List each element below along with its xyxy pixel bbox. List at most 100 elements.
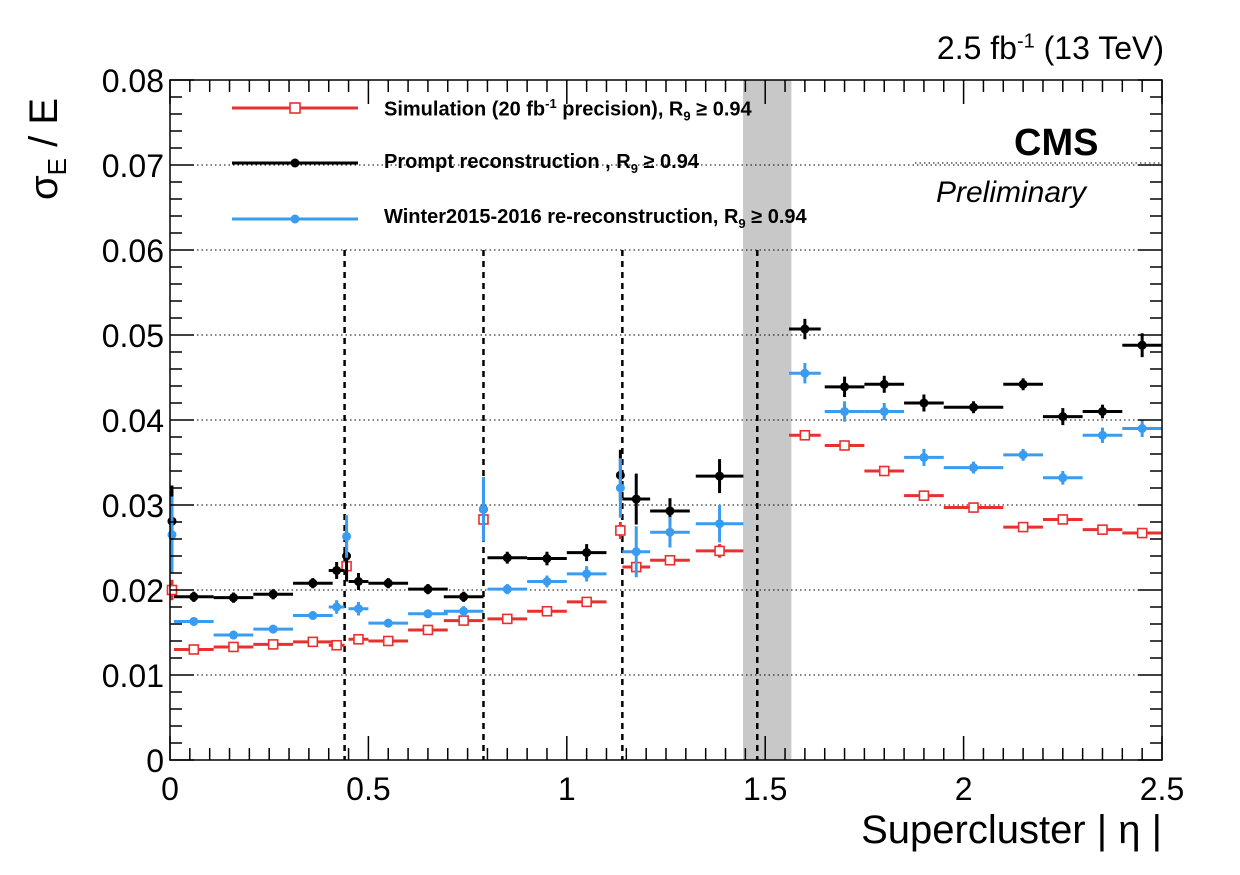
data-point xyxy=(615,483,625,493)
data-point xyxy=(459,606,469,616)
data-point xyxy=(664,554,676,566)
data-point xyxy=(268,589,278,599)
data-point xyxy=(631,547,641,557)
legend-markers-layer xyxy=(232,102,1162,224)
data-point xyxy=(308,611,318,620)
data-point xyxy=(800,324,810,334)
data-point xyxy=(332,602,342,612)
y-tick-label: 0.01 xyxy=(102,658,164,694)
data-point xyxy=(840,407,850,416)
excluded-eta-band xyxy=(743,80,792,760)
legend-entry-simulation: Simulation (20 fb-1 precision), R9 ≥ 0.9… xyxy=(384,96,752,124)
series-0 xyxy=(166,429,1162,655)
axes-layer: 0 0.5 1 1.5 2 2.5 0 0.01 0.02 0.03 0.04 0.05 0.06 0.0… xyxy=(102,63,1185,807)
data-point xyxy=(382,635,394,647)
x-tick-label: 0.5 xyxy=(346,771,390,807)
data-point xyxy=(879,379,889,389)
data-point xyxy=(665,527,675,537)
y-tick-label: 0.02 xyxy=(102,573,164,609)
data-point xyxy=(308,578,318,588)
legend-entry-prompt: Prompt reconstruction , R9 ≥ 0.94 xyxy=(384,151,699,176)
data-point xyxy=(799,429,811,441)
data-point xyxy=(228,630,238,640)
legend-marker xyxy=(290,158,300,168)
data-point xyxy=(918,490,930,501)
excluded-region-layer xyxy=(743,80,792,760)
data-point xyxy=(1058,412,1068,422)
data-point xyxy=(969,463,979,473)
data-point xyxy=(353,633,364,645)
data-point xyxy=(631,494,641,504)
data-point xyxy=(189,592,199,602)
data-point xyxy=(1097,430,1107,440)
data-point xyxy=(879,407,889,416)
x-tick-label: 1.5 xyxy=(743,771,787,807)
x-tick-label: 1 xyxy=(558,771,576,807)
data-point xyxy=(715,519,725,529)
data-point xyxy=(353,577,363,586)
data-point xyxy=(840,382,850,392)
data-point xyxy=(331,639,342,651)
data-point xyxy=(307,636,319,648)
data-point xyxy=(615,525,626,536)
data-point xyxy=(502,584,512,594)
data-point xyxy=(478,504,488,514)
y-tick-label: 0.04 xyxy=(102,403,164,439)
data-point xyxy=(1137,424,1147,433)
legend-marker xyxy=(289,102,301,114)
data-point xyxy=(189,616,199,626)
x-axis-label: Supercluster | η | xyxy=(861,808,1162,852)
data-point xyxy=(342,531,352,541)
data-point xyxy=(715,471,725,481)
data-point xyxy=(383,618,393,628)
data-point xyxy=(1058,473,1068,483)
data-point xyxy=(581,596,592,608)
x-tick-label: 2.5 xyxy=(1140,771,1184,807)
data-point xyxy=(665,506,675,516)
data-point xyxy=(353,604,363,614)
series-2 xyxy=(167,363,1162,640)
data-point xyxy=(332,565,342,575)
x-tick-label: 0 xyxy=(161,771,179,807)
series-1 xyxy=(167,318,1162,603)
data-point xyxy=(458,615,469,626)
data-point xyxy=(502,553,512,563)
data-point xyxy=(1018,450,1028,460)
data-point xyxy=(1017,521,1029,533)
grid-layer xyxy=(170,164,1162,676)
dashed-lines-layer xyxy=(343,250,759,760)
data-point xyxy=(268,624,278,634)
data-point xyxy=(188,644,200,655)
data-point xyxy=(267,639,279,650)
legend-entry-winter: Winter2015-2016 re-reconstruction, R9 ≥ … xyxy=(384,206,807,231)
data-point xyxy=(542,577,552,586)
data-point xyxy=(459,592,469,602)
y-tick-label: 0.07 xyxy=(102,148,164,184)
data-point xyxy=(1057,514,1069,525)
data-point xyxy=(542,554,552,564)
data-point xyxy=(582,569,592,579)
data-point xyxy=(969,402,979,412)
y-axis-label: σE / E xyxy=(22,97,72,200)
data-point xyxy=(919,452,929,462)
y-tick-label: 0 xyxy=(146,743,164,779)
legend-marker xyxy=(290,214,300,224)
data-point xyxy=(1097,407,1107,416)
y-tick-label: 0.06 xyxy=(102,233,164,269)
y-tick-label: 0.05 xyxy=(102,318,164,354)
data-point xyxy=(968,502,979,513)
data-point xyxy=(1097,524,1108,535)
data-point xyxy=(423,609,433,619)
data-point xyxy=(919,398,929,408)
data-point xyxy=(582,548,592,558)
preliminary-label: Preliminary xyxy=(936,176,1087,209)
cms-label: CMS xyxy=(1014,122,1099,164)
data-point xyxy=(839,440,850,451)
data-point xyxy=(167,530,177,540)
data-point xyxy=(800,368,810,378)
data-point xyxy=(878,465,890,477)
data-point xyxy=(423,584,433,594)
luminosity-label: 2.5 fb-1 (13 TeV) xyxy=(936,30,1164,66)
data-point xyxy=(541,605,553,617)
